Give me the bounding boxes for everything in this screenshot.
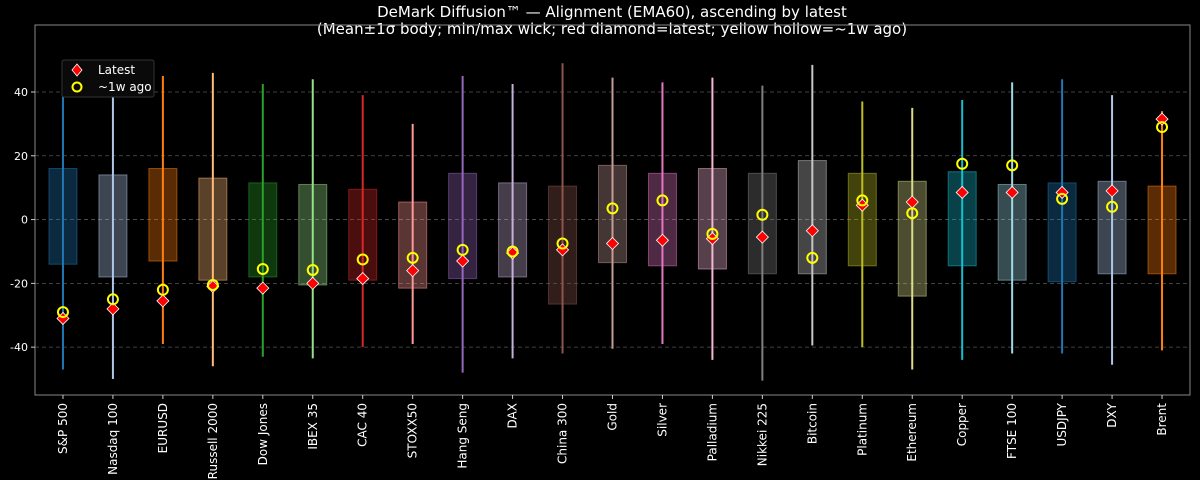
week-ago-marker-13: [706, 227, 719, 240]
week-ago-marker-1: [106, 293, 119, 306]
chart-title: DeMark Diffusion™ — Alignment (EMA60), a…: [377, 3, 847, 21]
week-ago-marker-0: [56, 306, 69, 319]
week-ago-marker-20: [1056, 192, 1069, 205]
x-tick-label: IBEX 35: [306, 403, 320, 450]
latest-marker-21: [1105, 184, 1119, 198]
week-ago-marker-2: [156, 283, 169, 296]
x-tick-label: Russell 2000: [206, 403, 220, 479]
week-ago-marker-18: [956, 157, 969, 170]
week-ago-marker-21: [1106, 200, 1119, 213]
x-tick-label: Copper: [955, 403, 969, 446]
latest-marker-7: [406, 264, 420, 278]
x-tick-label: Bitcoin: [805, 403, 819, 444]
y-axis: -40 -20 0 20 40: [10, 86, 35, 354]
week-ago-marker-10: [556, 237, 569, 250]
x-tick-label: Brent: [1155, 403, 1169, 436]
x-tick-label: Silver: [655, 403, 669, 437]
latest-marker-4: [256, 281, 270, 295]
x-tick-label: Palladium: [705, 403, 719, 461]
x-axis: S&P 500 Nasdaq 100 EURUSD Russell 2000 Dow J…: [56, 395, 1169, 479]
latest-marker-14: [755, 230, 769, 244]
legend: Latest ~1w ago: [61, 59, 155, 98]
y-tick-label: 0: [21, 214, 28, 227]
week-ago-marker-19: [1006, 159, 1019, 172]
x-tick-label: S&P 500: [56, 403, 70, 454]
latest-marker-18: [955, 185, 969, 200]
week-ago-marker-12: [656, 194, 669, 207]
latest-marker-1: [106, 302, 120, 316]
latest-marker-2: [156, 294, 170, 308]
week-ago-marker-8: [456, 243, 469, 256]
x-tick-label: EURUSD: [156, 403, 170, 453]
week-ago-marker-4: [256, 263, 269, 276]
week-ago-marker-5: [306, 263, 319, 276]
latest-marker-15: [805, 224, 819, 238]
week-ago-marker-14: [756, 208, 769, 221]
week-ago-marker-22: [1156, 121, 1169, 134]
x-tick-label: Dow Jones: [256, 403, 270, 465]
y-tick-label: -20: [10, 277, 28, 290]
x-tick-label: FTSE 100: [1005, 403, 1019, 459]
y-tick-label: 40: [14, 86, 28, 99]
x-tick-label: CAC 40: [356, 403, 370, 447]
chart-marks: [48, 63, 1177, 381]
x-tick-label: DXY: [1105, 402, 1119, 427]
latest-marker-19: [1005, 185, 1019, 200]
x-tick-label: Hang Seng: [456, 403, 470, 469]
week-ago-marker-17: [906, 207, 919, 220]
x-tick-label: Gold: [606, 403, 620, 431]
x-tick-label: STOXX50: [406, 403, 420, 458]
legend-latest-marker: [71, 63, 83, 77]
week-ago-marker-6: [356, 253, 369, 266]
latest-marker-12: [655, 233, 670, 247]
x-tick-label: DAX: [506, 403, 520, 428]
week-ago-marker-16: [856, 194, 869, 207]
latest-marker-5: [306, 276, 320, 290]
week-ago-marker-11: [606, 202, 619, 215]
week-ago-marker-7: [406, 251, 419, 264]
week-ago-marker-3: [206, 278, 219, 291]
week-ago-marker-15: [806, 251, 819, 264]
latest-marker-11: [605, 236, 620, 251]
legend-week-ago-marker: [71, 81, 83, 93]
x-tick-label: Nasdaq 100: [106, 403, 120, 475]
chart-subtitle: (Mean±1σ body; min/max wick; red diamond…: [317, 20, 907, 38]
y-tick-label: 20: [14, 150, 28, 163]
x-tick-label: USDJPY: [1055, 402, 1069, 446]
latest-marker-8: [456, 254, 470, 268]
legend-week-ago-label: ~1w ago: [98, 80, 152, 94]
x-tick-label: Ethereum: [905, 403, 919, 462]
x-tick-label: Platinum: [855, 403, 869, 456]
week-ago-marker-9: [506, 245, 519, 258]
x-tick-label: China 300: [556, 403, 570, 464]
y-tick-label: -40: [10, 341, 28, 354]
latest-marker-6: [356, 272, 370, 286]
x-tick-label: Nikkei 225: [755, 403, 769, 466]
legend-latest-label: Latest: [98, 63, 135, 77]
